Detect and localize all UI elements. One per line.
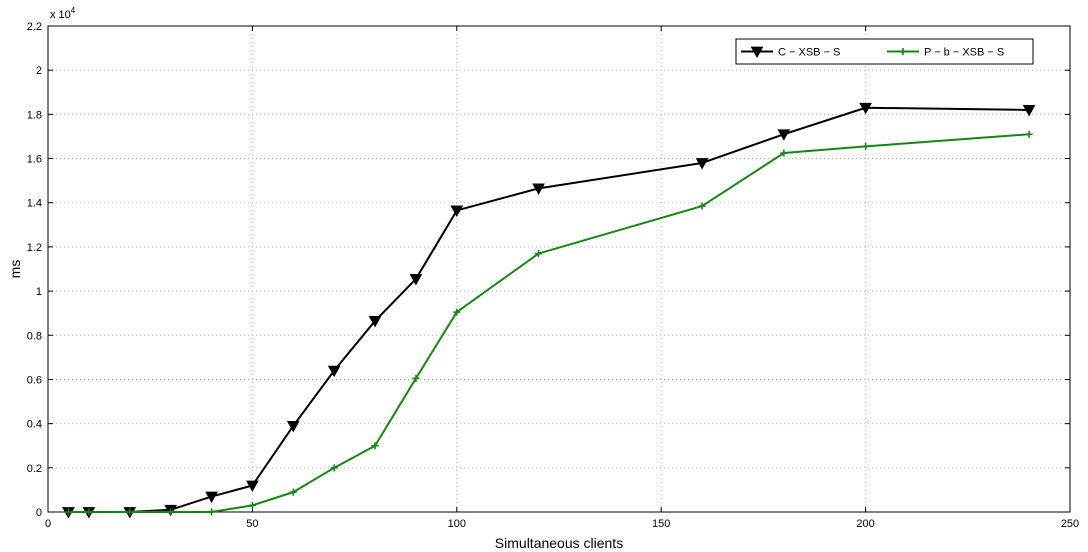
data-point xyxy=(409,274,423,286)
data-point xyxy=(1025,130,1033,138)
y-axis-exponent-label: x 104 xyxy=(50,6,76,21)
data-point xyxy=(859,102,872,115)
x-tick-label: 250 xyxy=(1061,518,1079,530)
data-point xyxy=(208,508,216,516)
legend: C − XSB − S P − b − XSB − S xyxy=(735,38,1034,65)
data-point xyxy=(777,129,791,141)
legend-swatch-marker xyxy=(899,48,907,55)
data-point xyxy=(412,374,420,382)
data-point xyxy=(286,420,300,433)
series-line xyxy=(68,106,1030,513)
series-1 xyxy=(62,102,1036,519)
data-point xyxy=(780,149,788,157)
data-point xyxy=(450,205,464,217)
data-point xyxy=(532,183,545,195)
legend-items: C − XSB − S P − b − XSB − S xyxy=(741,47,1004,59)
y-exponent-power: 4 xyxy=(71,6,76,15)
y-tick-label: 2.2 xyxy=(27,21,42,33)
legend-label: C − XSB − S xyxy=(778,47,840,59)
data-point xyxy=(167,508,175,516)
y-tick-label: 1.8 xyxy=(27,109,42,121)
data-series xyxy=(62,102,1036,519)
data-point xyxy=(64,508,72,516)
legend-box xyxy=(735,38,1034,65)
x-tick-label: 100 xyxy=(448,518,466,530)
series-line xyxy=(68,133,1030,513)
y-tick-label: 0 xyxy=(36,507,42,519)
legend-entry: C − XSB − S xyxy=(741,47,840,59)
y-tick-label: 1 xyxy=(36,286,42,298)
data-point xyxy=(695,158,709,170)
y-tick-label: 2 xyxy=(36,65,42,77)
x-axis-title: Simultaneous clients xyxy=(495,535,623,551)
series-2 xyxy=(64,130,1033,516)
data-point xyxy=(248,501,256,509)
data-point xyxy=(371,442,379,450)
y-tick-label: 0.6 xyxy=(27,374,42,386)
y-exponent-base: x 10 xyxy=(50,9,71,21)
data-point xyxy=(1022,105,1036,117)
data-point xyxy=(330,464,338,472)
x-tick-label: 200 xyxy=(856,518,874,530)
axis-ticks: 0 50 100 150 200 250 0 0.2 0.4 0.6 0.8 1 1.2 1.4 1.6 1.… xyxy=(27,21,1079,530)
data-point xyxy=(85,508,93,516)
plot-area-frame xyxy=(47,25,1071,513)
y-tick-label: 1.4 xyxy=(27,198,42,210)
y-tick-label: 1.6 xyxy=(27,154,42,166)
data-point xyxy=(246,480,259,493)
y-tick-label: 0.2 xyxy=(27,463,42,475)
legend-swatch-marker xyxy=(750,46,764,59)
y-tick-label: 0.4 xyxy=(27,419,42,431)
data-point xyxy=(368,316,382,328)
data-point xyxy=(698,202,706,210)
data-point xyxy=(535,250,543,258)
y-tick-label: 0.8 xyxy=(27,330,42,342)
data-point xyxy=(205,491,218,504)
x-tick-label: 150 xyxy=(652,518,670,530)
x-tick-label: 50 xyxy=(246,518,258,530)
legend-entry: P − b − XSB − S xyxy=(887,47,1004,59)
data-point xyxy=(327,365,341,378)
data-point xyxy=(126,508,134,516)
data-point xyxy=(289,488,297,496)
y-tick-label: 1.2 xyxy=(27,242,42,254)
x-tick-label: 0 xyxy=(45,518,51,530)
data-point xyxy=(862,142,870,150)
legend-label: P − b − XSB − S xyxy=(924,47,1004,59)
data-point xyxy=(453,308,461,316)
y-axis-title: ms xyxy=(7,260,23,279)
